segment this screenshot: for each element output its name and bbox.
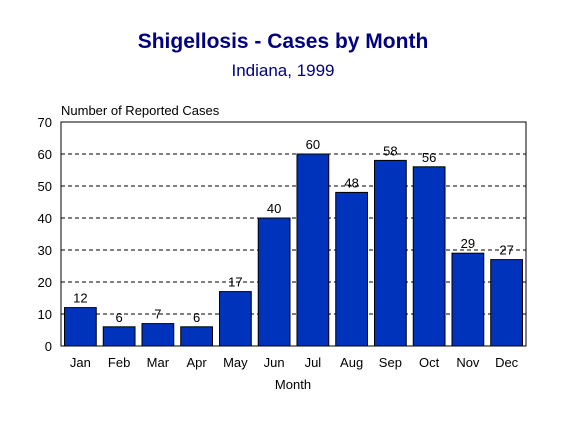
x-tick-label: Oct bbox=[419, 355, 440, 370]
chart-subtitle: Indiana, 1999 bbox=[231, 61, 334, 80]
data-label: 60 bbox=[306, 137, 320, 152]
data-label: 6 bbox=[116, 310, 123, 325]
bar bbox=[490, 259, 524, 347]
data-label: 7 bbox=[154, 307, 161, 322]
data-label: 27 bbox=[499, 243, 513, 258]
data-label: 17 bbox=[228, 275, 242, 290]
data-label: 12 bbox=[73, 291, 87, 306]
x-axis-label: Month bbox=[275, 377, 311, 392]
x-tick-label: Mar bbox=[147, 355, 170, 370]
bar bbox=[180, 326, 214, 347]
plot-area: 0 10 20 30 40 50 60 70 12 Jan 6 Feb 7 Mar 6 Apr 17 May 40 J… bbox=[38, 115, 527, 370]
data-label: 48 bbox=[344, 175, 358, 190]
x-tick-label: Jul bbox=[305, 355, 322, 370]
bar bbox=[102, 326, 136, 347]
x-tick-label: May bbox=[223, 355, 248, 370]
chart-title: Shigellosis - Cases by Month bbox=[138, 30, 429, 53]
x-tick-label: Aug bbox=[340, 355, 363, 370]
data-label: 6 bbox=[193, 310, 200, 325]
y-tick-label: 50 bbox=[38, 179, 52, 194]
plot-frame bbox=[60, 121, 527, 347]
bar bbox=[412, 166, 446, 347]
y-tick-label: 70 bbox=[38, 115, 52, 130]
x-tick-label: Dec bbox=[495, 355, 519, 370]
y-tick-label: 40 bbox=[38, 211, 52, 226]
plot-background bbox=[61, 122, 526, 346]
bar bbox=[335, 191, 369, 347]
x-tick-label: Jun bbox=[264, 355, 285, 370]
x-tick-label: Feb bbox=[108, 355, 130, 370]
bar bbox=[141, 323, 175, 347]
y-tick-label: 0 bbox=[45, 339, 52, 354]
bar bbox=[218, 291, 252, 347]
x-tick-label: Apr bbox=[187, 355, 208, 370]
bar bbox=[63, 307, 97, 347]
y-tick-label: 60 bbox=[38, 147, 52, 162]
x-tick-label: Jan bbox=[70, 355, 91, 370]
y-tick-label: 20 bbox=[38, 275, 52, 290]
y-axis-label: Number of Reported Cases bbox=[61, 103, 220, 118]
bar bbox=[373, 159, 407, 347]
x-tick-label: Nov bbox=[456, 355, 480, 370]
x-tick-label: Sep bbox=[379, 355, 402, 370]
bar bbox=[296, 153, 330, 347]
bar bbox=[257, 217, 291, 347]
data-label: 56 bbox=[422, 150, 436, 165]
y-tick-label: 10 bbox=[38, 307, 52, 322]
data-label: 58 bbox=[383, 143, 397, 158]
data-label: 29 bbox=[461, 236, 475, 251]
y-tick-label: 30 bbox=[38, 243, 52, 258]
bar bbox=[451, 252, 485, 347]
data-label: 40 bbox=[267, 201, 281, 216]
